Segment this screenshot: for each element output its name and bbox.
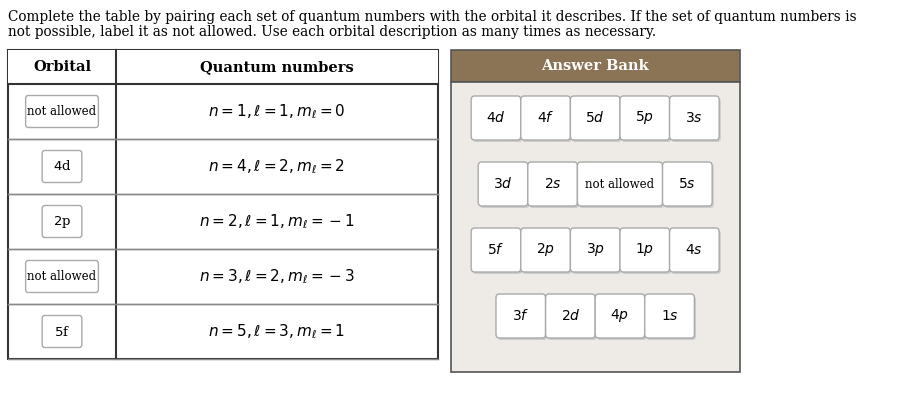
FancyBboxPatch shape — [621, 98, 670, 142]
FancyBboxPatch shape — [479, 164, 529, 208]
Text: $n = 3, \ell = 2, m_\ell = -3$: $n = 3, \ell = 2, m_\ell = -3$ — [198, 267, 354, 286]
Text: not allowed: not allowed — [584, 178, 654, 191]
Text: $4\mathit{p}$: $4\mathit{p}$ — [610, 308, 629, 324]
FancyBboxPatch shape — [473, 98, 522, 142]
FancyBboxPatch shape — [547, 296, 596, 340]
FancyBboxPatch shape — [522, 98, 571, 142]
FancyBboxPatch shape — [25, 95, 98, 127]
FancyBboxPatch shape — [571, 98, 621, 142]
Bar — [8, 50, 437, 84]
FancyBboxPatch shape — [668, 96, 718, 140]
Text: $4\mathit{s}$: $4\mathit{s}$ — [685, 243, 703, 257]
Text: $2\mathit{s}$: $2\mathit{s}$ — [543, 177, 561, 191]
Bar — [450, 82, 739, 372]
FancyBboxPatch shape — [620, 96, 668, 140]
FancyBboxPatch shape — [670, 230, 720, 274]
FancyBboxPatch shape — [670, 98, 720, 142]
Text: Answer Bank: Answer Bank — [541, 59, 649, 73]
FancyBboxPatch shape — [545, 294, 594, 338]
FancyBboxPatch shape — [520, 96, 570, 140]
FancyBboxPatch shape — [646, 296, 695, 340]
Text: $2\mathit{d}$: $2\mathit{d}$ — [560, 308, 580, 324]
FancyBboxPatch shape — [522, 230, 571, 274]
Text: $4\mathit{d}$: $4\mathit{d}$ — [485, 110, 505, 125]
Text: $n = 4, \ell = 2, m_\ell = 2$: $n = 4, \ell = 2, m_\ell = 2$ — [208, 157, 345, 176]
Text: $5\mathit{d}$: $5\mathit{d}$ — [584, 110, 604, 125]
FancyBboxPatch shape — [528, 162, 576, 206]
FancyBboxPatch shape — [664, 164, 713, 208]
Text: $3\mathit{d}$: $3\mathit{d}$ — [492, 176, 512, 191]
Text: $3\mathit{p}$: $3\mathit{p}$ — [585, 242, 604, 258]
FancyBboxPatch shape — [571, 230, 621, 274]
FancyBboxPatch shape — [473, 230, 522, 274]
FancyBboxPatch shape — [495, 294, 545, 338]
Text: $3\mathit{f}$: $3\mathit{f}$ — [511, 308, 529, 324]
Text: $n = 2, \ell = 1, m_\ell = -1$: $n = 2, \ell = 1, m_\ell = -1$ — [198, 212, 354, 231]
Text: $\mathit{2}$p: $\mathit{2}$p — [53, 214, 71, 229]
Text: $5\mathit{f}$: $5\mathit{f}$ — [487, 242, 504, 257]
FancyBboxPatch shape — [596, 296, 646, 340]
FancyBboxPatch shape — [471, 96, 520, 140]
Text: $n = 5, \ell = 3, m_\ell = 1$: $n = 5, \ell = 3, m_\ell = 1$ — [208, 322, 345, 341]
Text: Orbital: Orbital — [32, 60, 91, 74]
FancyBboxPatch shape — [478, 162, 528, 206]
Text: not allowed: not allowed — [27, 270, 97, 283]
Text: $2\mathit{p}$: $2\mathit{p}$ — [536, 242, 555, 258]
Bar — [8, 50, 437, 359]
FancyBboxPatch shape — [570, 228, 620, 272]
FancyBboxPatch shape — [576, 162, 662, 206]
FancyBboxPatch shape — [668, 228, 718, 272]
Text: $1\mathit{p}$: $1\mathit{p}$ — [635, 242, 654, 258]
FancyBboxPatch shape — [520, 228, 570, 272]
FancyBboxPatch shape — [620, 228, 668, 272]
Text: Quantum numbers: Quantum numbers — [200, 60, 354, 74]
Text: Complete the table by pairing each set of quantum numbers with the orbital it de: Complete the table by pairing each set o… — [8, 10, 856, 24]
FancyBboxPatch shape — [644, 294, 694, 338]
FancyBboxPatch shape — [578, 164, 664, 208]
Text: $1\mathit{s}$: $1\mathit{s}$ — [660, 309, 677, 323]
FancyBboxPatch shape — [25, 260, 98, 293]
Text: $\mathit{5}$f: $\mathit{5}$f — [54, 324, 70, 339]
FancyBboxPatch shape — [570, 96, 620, 140]
Text: $5\mathit{s}$: $5\mathit{s}$ — [677, 177, 695, 191]
Text: not allowed: not allowed — [27, 105, 97, 118]
FancyBboxPatch shape — [529, 164, 578, 208]
Bar — [450, 50, 739, 82]
FancyBboxPatch shape — [594, 294, 644, 338]
Text: $5\mathit{p}$: $5\mathit{p}$ — [635, 110, 654, 127]
FancyBboxPatch shape — [621, 230, 670, 274]
FancyBboxPatch shape — [42, 316, 82, 347]
Text: not possible, label it as not allowed. Use each orbital description as many time: not possible, label it as not allowed. U… — [8, 25, 656, 39]
FancyBboxPatch shape — [42, 206, 82, 237]
Text: $3\mathit{s}$: $3\mathit{s}$ — [685, 111, 703, 125]
FancyBboxPatch shape — [497, 296, 547, 340]
FancyBboxPatch shape — [662, 162, 712, 206]
Text: $n = 1, \ell = 1, m_\ell = 0$: $n = 1, \ell = 1, m_\ell = 0$ — [208, 102, 345, 121]
FancyBboxPatch shape — [471, 228, 520, 272]
FancyBboxPatch shape — [42, 150, 82, 183]
Text: $4\mathit{f}$: $4\mathit{f}$ — [537, 110, 554, 125]
Text: $\mathit{4}$d: $\mathit{4}$d — [52, 160, 71, 173]
